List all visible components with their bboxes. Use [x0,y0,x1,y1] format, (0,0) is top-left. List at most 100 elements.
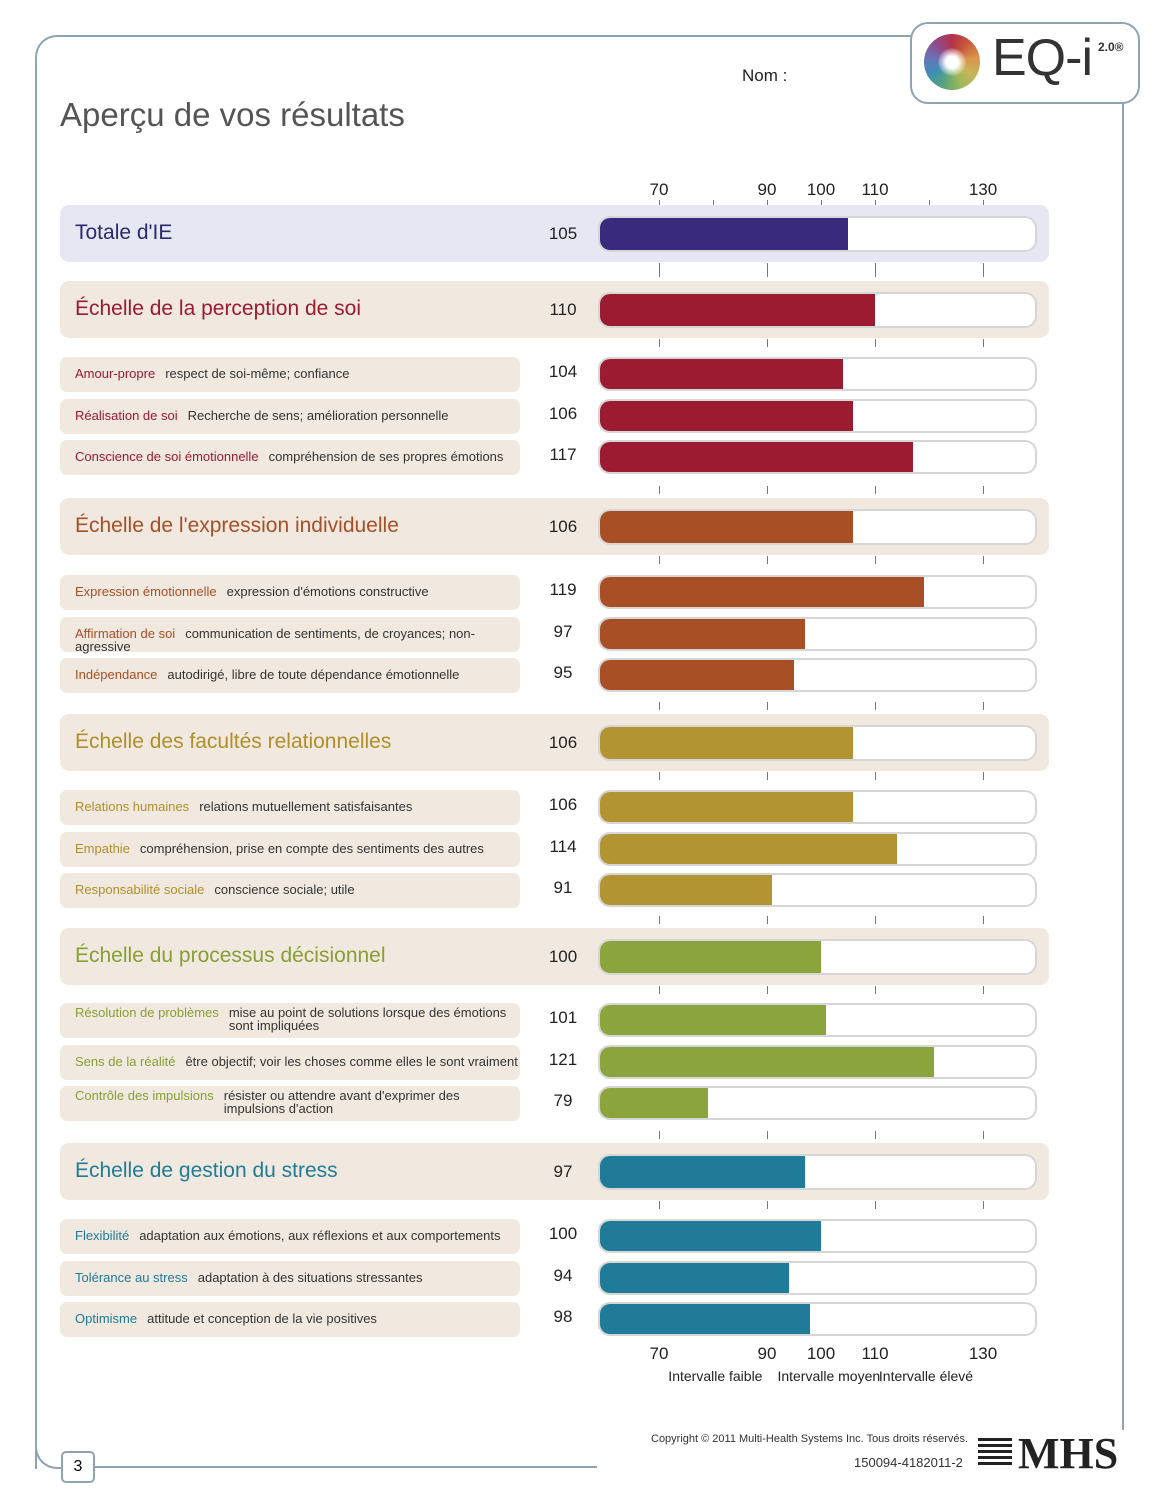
axis-tick [659,263,660,271]
mhs-emblem-icon [978,1438,1012,1468]
axis-tick-label-bottom: 110 [861,1344,889,1363]
composite-bar-fill [600,727,854,759]
subscale-title: Relations humaines [75,799,190,814]
subscale-description: communication de sentiments, de croyance… [75,625,475,654]
subscale-bar-fill [600,618,805,649]
subscale-label-box: Indépendance autodirigé, libre de toute d… [60,658,520,693]
subscale-score: 121 [548,1049,578,1069]
subscale-description: relations mutuellement satisfaisantes [199,799,413,814]
composite-bar-track [598,216,1037,252]
axis-tick [767,263,768,271]
page-frame-bottom [90,1466,597,1468]
subscale-name: Conscience de soi émotionnelle compréhens… [75,450,503,463]
subscale-name: Flexibilité adaptation aux émotions, aux … [75,1229,501,1242]
subscale-description: respect de soi-même; confiance [165,366,350,381]
page-frame-right [1122,100,1124,1430]
subscale-score: 91 [553,878,573,897]
range-label: Intervalle élevé [878,1368,974,1384]
axis-tick [767,986,768,994]
axis-tick [875,1201,876,1209]
eqi-logo: EQ-i 2.0® [910,22,1140,104]
subscale-bar-track [598,790,1037,824]
subscale-bar-track [598,440,1037,474]
subscale-score: 98 [553,1307,573,1326]
subscale-bar-fill [600,792,854,822]
subscale-description: mise au point de solutions lorsque des é… [228,1005,507,1033]
subscale-bar-track [598,873,1037,907]
page-frame [35,35,1125,1469]
subscale-label-box: Responsabilité sociale conscience sociale… [60,873,520,908]
axis-tick [983,486,984,494]
axis-tick [659,1131,660,1139]
axis-tick [659,1201,660,1209]
subscale-description: compréhension de ses propres émotions [268,449,504,464]
axis-tick [983,916,984,924]
axis-tick [659,772,660,780]
axis-tick [929,200,930,208]
subscale-name: Relations humaines relations mutuellement… [75,800,412,813]
axis-tick-label-top: 100 [806,180,836,199]
composite-bar-track [598,725,1037,761]
axis-tick [767,339,768,347]
composite-bar-track [598,1154,1037,1190]
subscale-name: Sens de la réalité être objectif; voir le… [75,1055,518,1068]
range-label: Intervalle faible [668,1368,763,1384]
composite-score: 105 [548,224,578,243]
subscale-name: Résolution de problèmes mise au point de … [75,1006,515,1032]
axis-tick [767,772,768,780]
subscale-bar-fill [600,1088,708,1118]
subscale-title: Affirmation de soi [75,625,176,641]
axis-tick [767,269,768,277]
subscale-bar-track [598,658,1037,692]
subscale-name: Indépendance autodirigé, libre de toute d… [75,668,459,681]
axis-tick [875,339,876,347]
axis-tick [659,200,660,208]
subscale-score: 119 [549,580,577,599]
subscale-bar-fill [600,875,773,905]
axis-tick [983,339,984,347]
subscale-title: Expression émotionnelle [75,584,217,599]
subscale-label-box: Flexibilité adaptation aux émotions, aux … [60,1219,520,1254]
axis-tick-label-bottom: 130 [968,1344,998,1363]
subscale-bar-track [598,1260,1037,1295]
subscale-score: 100 [548,1224,578,1243]
subscale-title: Empathie [75,840,130,856]
axis-tick [983,1201,984,1209]
subscale-score: 79 [553,1091,573,1110]
axis-tick [713,200,714,208]
subscale-score: 101 [548,1008,578,1027]
composite-score: 110 [549,300,577,319]
subscale-bar-track [598,575,1037,609]
axis-tick-label-bottom: 70 [649,1344,669,1363]
subscale-bar-track [598,398,1037,433]
subscale-label-box: Contrôle des impulsions résister ou atten… [60,1086,520,1121]
subscale-title: Flexibilité [75,1228,130,1243]
axis-tick [875,556,876,564]
composite-score: 106 [548,733,578,752]
range-label: Intervalle moyen [777,1368,881,1384]
axis-tick [875,916,876,924]
axis-tick [659,556,660,564]
composite-score: 97 [553,1162,573,1181]
subscale-title: Sens de la réalité [75,1053,176,1069]
composite-bar-fill [600,294,875,326]
subscale-score: 117 [549,445,577,464]
composite-name: Échelle du processus décisionnel [75,944,386,967]
subscale-title: Conscience de soi émotionnelle [75,449,259,464]
subscale-title: Contrôle des impulsions [75,1088,214,1103]
axis-tick [767,1201,768,1209]
composite-name: Échelle de gestion du stress [75,1159,338,1182]
subscale-title: Résolution de problèmes [75,1005,219,1020]
subscale-title: Tolérance au stress [75,1269,188,1285]
composite-bar-track [598,292,1037,328]
subscale-bar-track [598,1044,1037,1079]
subscale-bar-fill [600,1005,827,1035]
subscale-bar-track [598,357,1037,391]
subscale-score: 106 [548,795,578,814]
subscale-name: Contrôle des impulsions résister ou atten… [75,1089,515,1115]
composite-bar-track [598,509,1037,545]
axis-tick [983,269,984,277]
subscale-bar-track [598,1003,1037,1037]
subscale-score: 104 [548,362,578,381]
axis-tick [767,486,768,494]
